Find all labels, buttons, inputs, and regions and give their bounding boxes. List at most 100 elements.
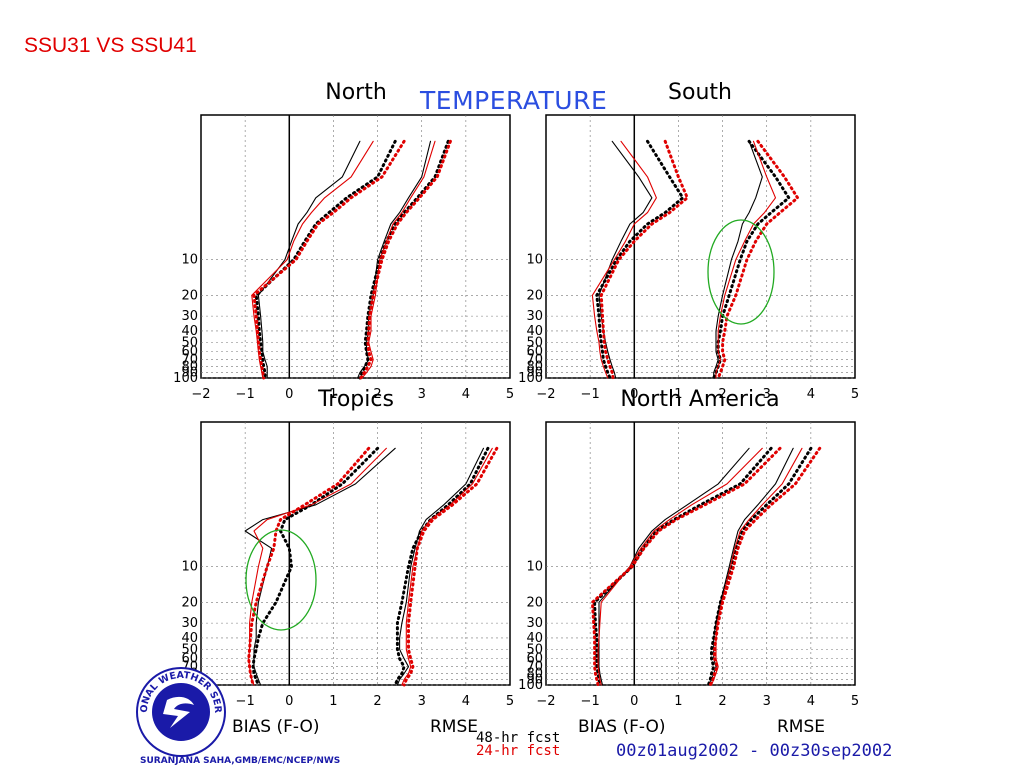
- series-line-rmse-solid-black: [396, 447, 485, 686]
- panel-title-north: North: [325, 80, 387, 105]
- lightning-icon: [163, 696, 194, 728]
- legend-24hr: 24-hr fcst: [476, 743, 560, 759]
- x-tick-label: 4: [462, 387, 470, 402]
- x-tick-label: 0: [285, 694, 293, 709]
- y-tick-label: 10: [181, 253, 198, 268]
- y-tick-label: 60: [526, 652, 543, 667]
- panels-group: North−2 −1 0 1 2 3 4 5102030405060708090100Sout…: [173, 80, 859, 709]
- bias-axis-label-right: BIAS (F-O): [578, 717, 666, 737]
- y-tick-label: 60: [181, 345, 198, 360]
- y-tick-label: 80: [526, 360, 543, 375]
- x-tick-label: −1: [236, 694, 255, 709]
- x-tick-label: −1: [581, 387, 600, 402]
- y-tick-label: 40: [526, 631, 543, 646]
- panel-frame: [200, 114, 511, 379]
- y-tick-label: 70: [181, 353, 198, 368]
- panel-north-america: North America−2 −1 0 1 2 3 4 510203040506070809…: [518, 387, 859, 709]
- y-tick-label: 20: [526, 288, 543, 303]
- y-tick-label: 90: [526, 673, 543, 688]
- y-tick-label: 20: [181, 288, 198, 303]
- highlight-circle-tropics: [245, 529, 317, 631]
- series-line-bias-solid-black: [257, 140, 361, 379]
- series-line-bias-dotted-black: [251, 446, 380, 687]
- y-tick-label: 90: [181, 366, 198, 381]
- series-line-rmse-solid-red: [715, 140, 777, 379]
- y-tick-label: 10: [181, 560, 198, 575]
- series-line-bias-dotted-black: [595, 139, 685, 380]
- y-tick-label: 90: [526, 366, 543, 381]
- series-line-bias-dotted-black: [254, 139, 397, 380]
- x-tick-label: 2: [373, 387, 381, 402]
- x-tick-label: 4: [807, 694, 815, 709]
- x-tick-label: 1: [329, 387, 337, 402]
- annotations-group: [245, 219, 775, 631]
- y-tick-label: 20: [526, 595, 543, 610]
- series-line-rmse-dotted-red: [708, 446, 822, 687]
- x-tick-label: 0: [630, 387, 638, 402]
- series-line-bias-solid-red: [591, 140, 657, 379]
- series-line-bias-solid-black: [598, 140, 653, 379]
- x-tick-label: 2: [373, 694, 381, 709]
- date-range: 00z01aug2002 - 00z30sep2002: [616, 741, 892, 761]
- x-tick-label: 5: [851, 694, 859, 709]
- x-tick-label: 0: [630, 694, 638, 709]
- series-line-rmse-solid-black: [713, 140, 763, 379]
- x-tick-label: 2: [718, 387, 726, 402]
- panel-title-north-america: North America: [620, 387, 779, 412]
- y-tick-label: 100: [518, 678, 543, 693]
- x-tick-label: 2: [718, 694, 726, 709]
- x-tick-label: 1: [329, 694, 337, 709]
- y-tick-label: 70: [526, 660, 543, 675]
- y-tick-label: 30: [526, 616, 543, 631]
- y-tick-label: 10: [526, 560, 543, 575]
- x-tick-label: 4: [807, 387, 815, 402]
- x-tick-label: 0: [285, 387, 293, 402]
- x-tick-label: 3: [763, 694, 771, 709]
- x-tick-label: −1: [236, 387, 255, 402]
- series-line-rmse-dotted-black: [706, 446, 813, 687]
- legend-48hr: 48-hr fcst: [476, 730, 560, 746]
- series-line-bias-dotted-red: [599, 139, 689, 380]
- panel-frame: [545, 421, 856, 686]
- y-tick-label: 50: [181, 335, 198, 350]
- y-tick-label: 80: [181, 360, 198, 375]
- x-tick-label: −2: [536, 694, 555, 709]
- panel-title-south: South: [668, 80, 732, 105]
- panel-title-tropics: Tropics: [317, 387, 394, 412]
- y-tick-label: 50: [526, 335, 543, 350]
- series-line-rmse-solid-red: [401, 447, 493, 686]
- x-tick-label: 5: [506, 694, 514, 709]
- y-tick-label: 20: [181, 595, 198, 610]
- y-tick-label: 100: [173, 371, 198, 386]
- y-tick-label: 10: [526, 253, 543, 268]
- x-tick-label: 3: [418, 387, 426, 402]
- y-tick-label: 50: [181, 642, 198, 657]
- x-tick-label: −2: [191, 387, 210, 402]
- main-title: TEMPERATURE: [420, 86, 608, 115]
- y-tick-label: 40: [526, 324, 543, 339]
- highlight-circle-south: [707, 219, 775, 325]
- rmse-axis-label-left: RMSE: [430, 717, 478, 737]
- x-tick-label: 1: [674, 694, 682, 709]
- y-tick-label: 100: [518, 371, 543, 386]
- series-line-bias-solid-black: [598, 447, 750, 686]
- y-tick-label: 40: [181, 631, 198, 646]
- x-tick-label: 1: [674, 387, 682, 402]
- x-tick-label: −2: [536, 387, 555, 402]
- bias-axis-label-left: BIAS (F-O): [232, 717, 320, 737]
- panel-frame: [200, 421, 511, 686]
- slide-title: SSU31 VS SSU41: [24, 34, 197, 57]
- y-tick-label: 70: [526, 353, 543, 368]
- series-line-rmse-dotted-black: [358, 139, 450, 380]
- x-tick-label: 3: [763, 387, 771, 402]
- x-tick-label: 5: [851, 387, 859, 402]
- series-line-rmse-dotted-red: [402, 446, 499, 687]
- y-tick-label: 50: [526, 642, 543, 657]
- series-line-rmse-dotted-black: [393, 446, 490, 687]
- series-line-bias-solid-red: [597, 447, 763, 686]
- rmse-axis-label-right: RMSE: [777, 717, 825, 737]
